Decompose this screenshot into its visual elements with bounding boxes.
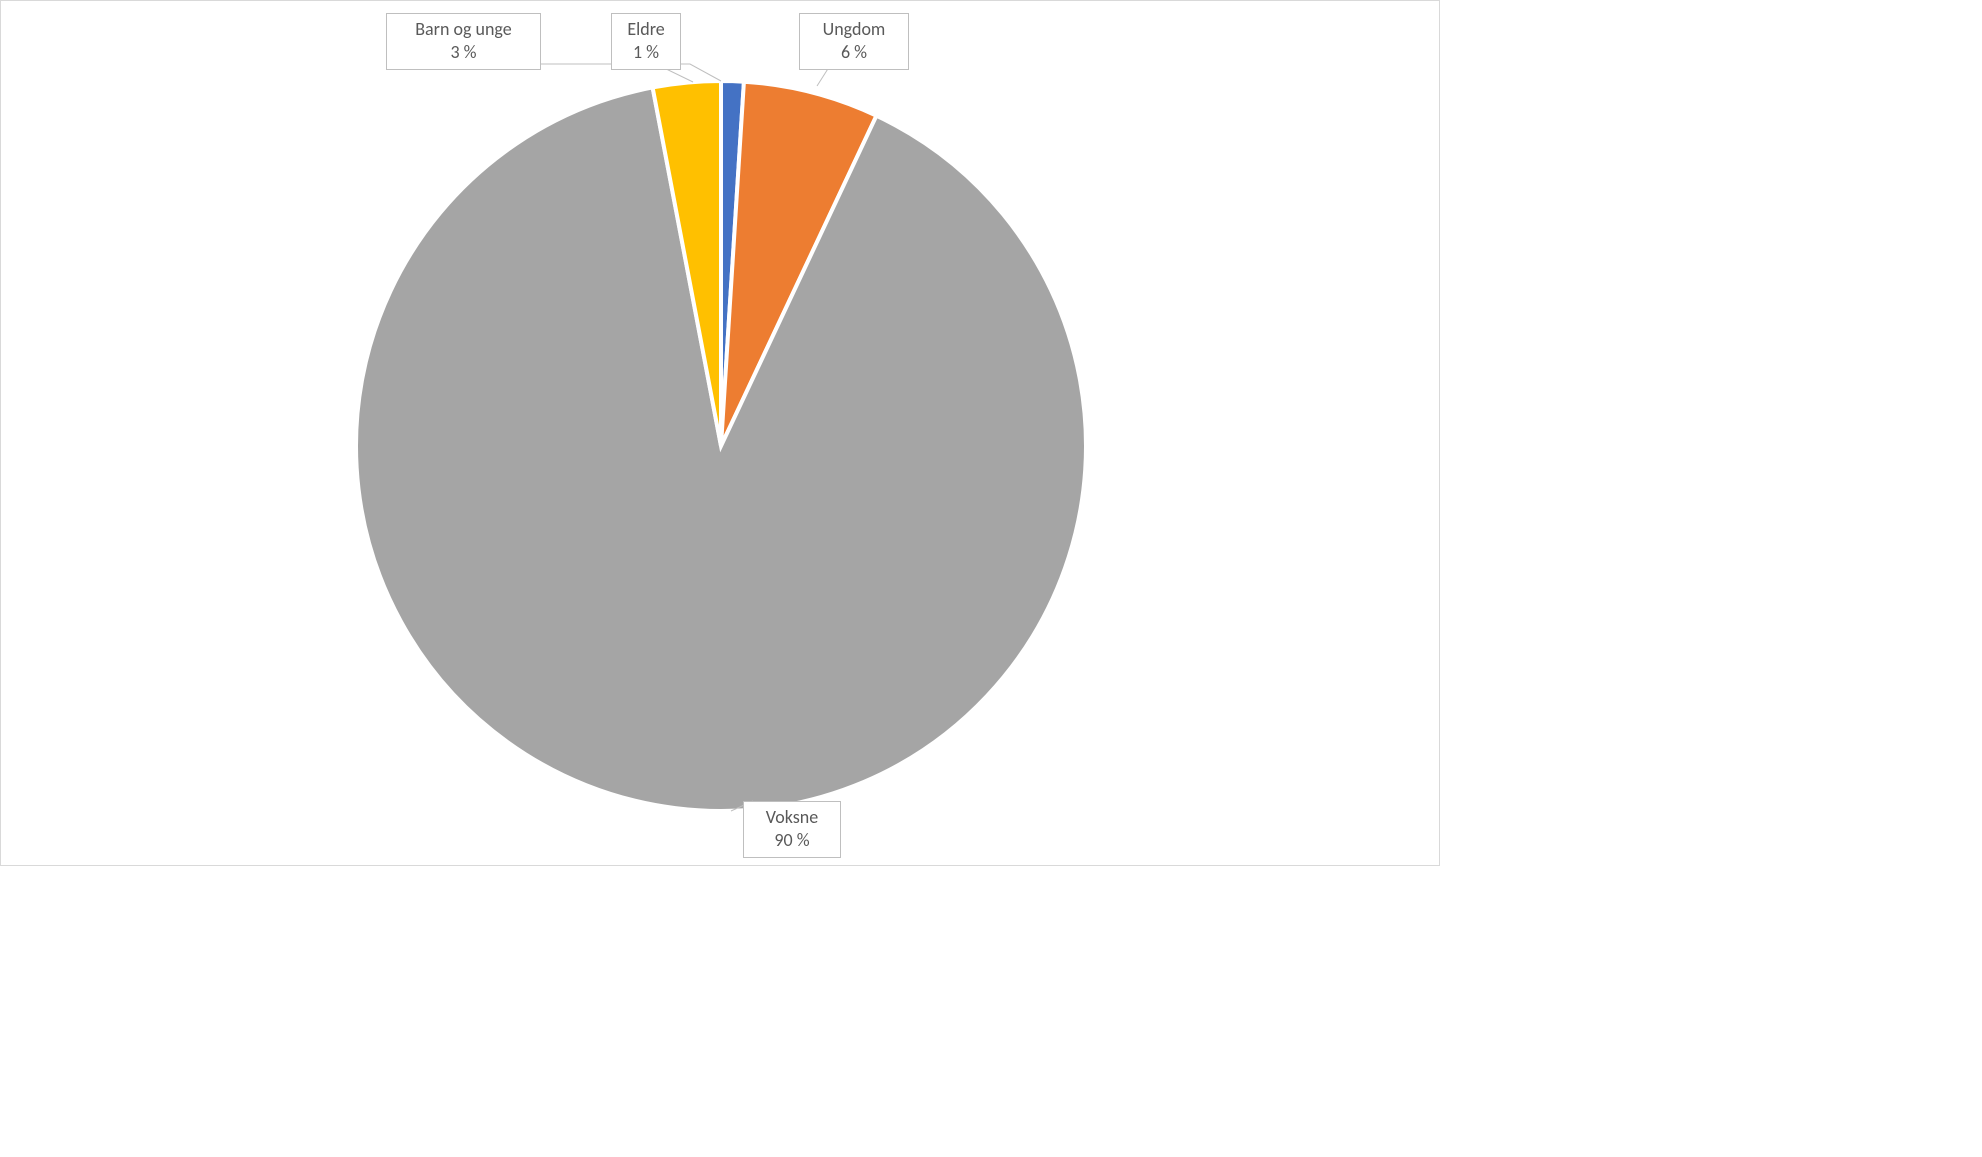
callout-percent: 3 % [401,41,526,64]
callout-percent: 6 % [814,41,894,64]
callout-percent: 1 % [626,41,666,64]
callout-box: Voksne90 % [743,801,841,858]
pie-chart-container: Eldre1 % Ungdom6 % Voksne90 % Barn og unge3… [0,0,1440,866]
callout-label: Eldre [626,18,666,41]
callout-label: Voksne [758,806,826,829]
pie-chart [1,1,1441,867]
callout-label: Ungdom [814,18,894,41]
callout-box: Eldre1 % [611,13,681,70]
callout-box: Ungdom6 % [799,13,909,70]
callout-label: Barn og unge [401,18,526,41]
callout-box: Barn og unge3 % [386,13,541,70]
callout-percent: 90 % [758,829,826,852]
